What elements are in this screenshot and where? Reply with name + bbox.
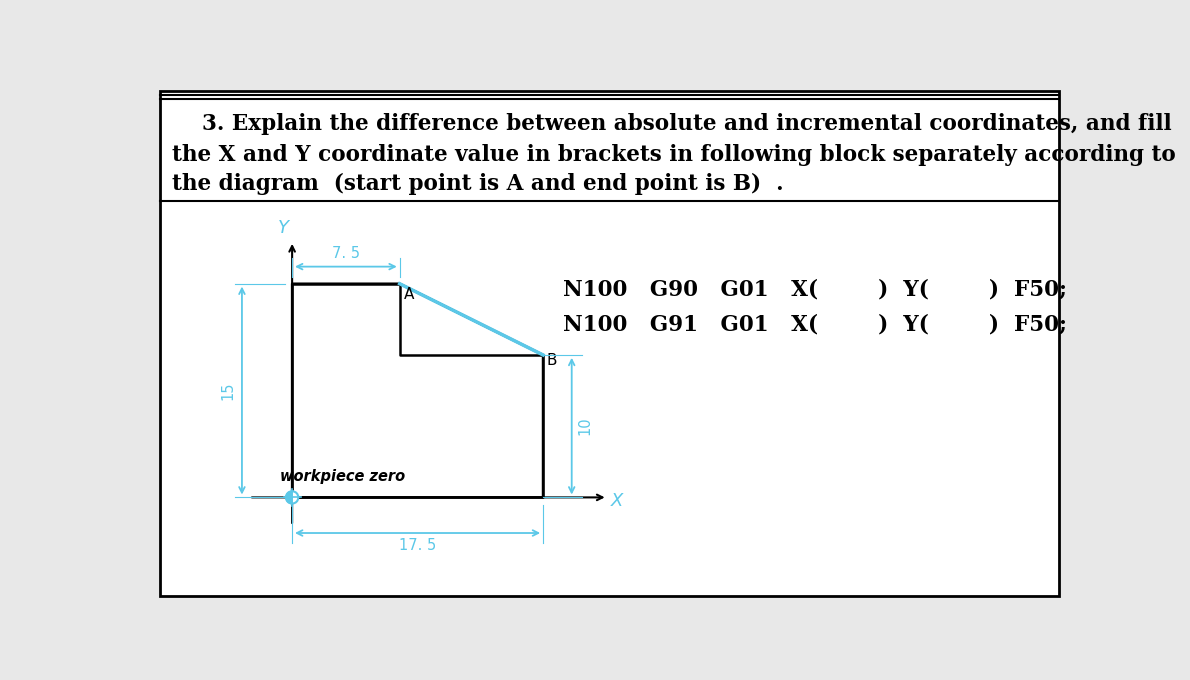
Text: the diagram  (start point is A and end point is B)  .: the diagram (start point is A and end po… bbox=[173, 173, 784, 195]
Text: 17. 5: 17. 5 bbox=[399, 539, 437, 554]
Text: N100   G91   G01   X(        )  Y(        )  F50;: N100 G91 G01 X( ) Y( ) F50; bbox=[563, 313, 1067, 335]
Text: 15: 15 bbox=[220, 381, 236, 400]
Text: N100   G90   G01   X(        )  Y(        )  F50;: N100 G90 G01 X( ) Y( ) F50; bbox=[563, 279, 1067, 301]
Text: 10: 10 bbox=[578, 417, 593, 435]
Text: B: B bbox=[547, 354, 557, 369]
Text: A: A bbox=[405, 287, 414, 302]
Text: Y: Y bbox=[278, 219, 289, 237]
Text: 7. 5: 7. 5 bbox=[332, 246, 359, 261]
Text: X: X bbox=[610, 492, 624, 510]
Text: 3. Explain the difference between absolute and incremental coordinates, and fill: 3. Explain the difference between absolu… bbox=[173, 113, 1172, 135]
Text: workpiece zero: workpiece zero bbox=[281, 469, 406, 483]
FancyBboxPatch shape bbox=[161, 91, 1059, 596]
Polygon shape bbox=[286, 491, 292, 504]
Circle shape bbox=[286, 491, 299, 504]
Text: the X and Y coordinate value in brackets in following block separately according: the X and Y coordinate value in brackets… bbox=[173, 143, 1176, 166]
